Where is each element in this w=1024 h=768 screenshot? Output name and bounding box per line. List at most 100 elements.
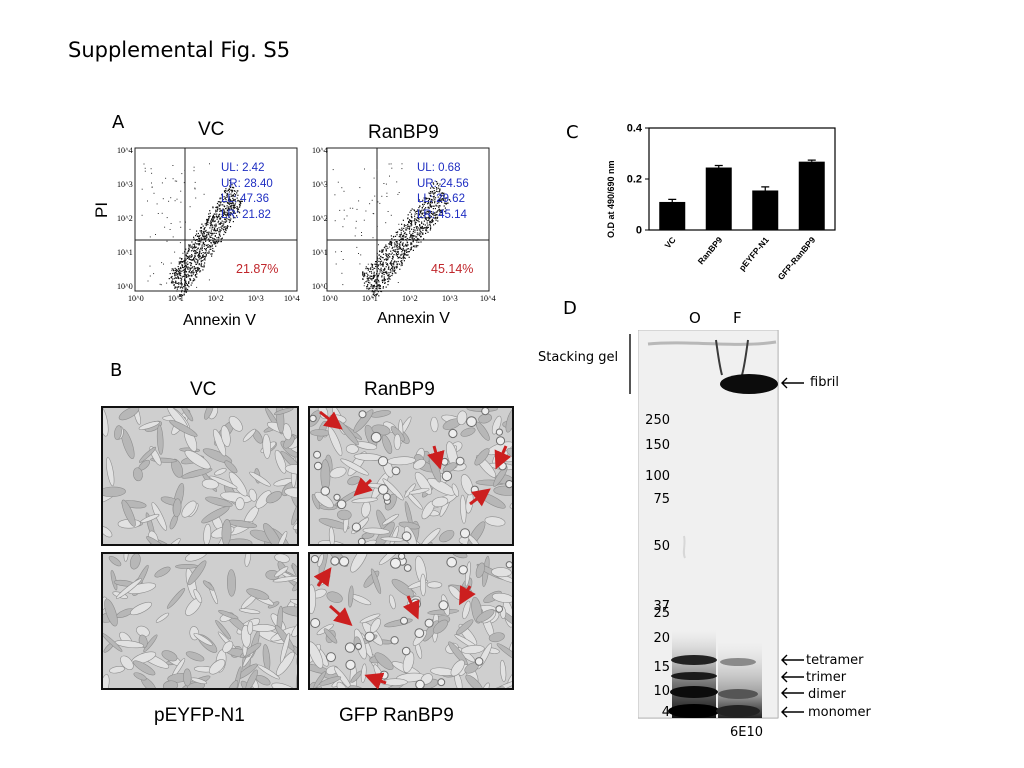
panel-d-letter: D <box>563 298 577 319</box>
y-tick-label: 0.4 <box>627 123 643 135</box>
quadrant-stats-ranbp9: UL: 0.68 UR: 24.56 LL: 29.62 LR: 45.14 <box>417 161 469 223</box>
trimer-band <box>671 672 717 680</box>
arrow-icon <box>469 488 491 507</box>
arrow-icon <box>329 604 353 626</box>
arrow-icon <box>353 477 373 497</box>
red-arrows-gfp-ranbp9 <box>313 567 476 690</box>
flow-plot-vc <box>134 147 298 300</box>
arrow-icon <box>402 595 420 620</box>
x-tick: 10^3 <box>442 294 458 303</box>
ll-value: LL: 47.36 <box>221 193 269 205</box>
x-tick: 10^0 <box>128 294 144 303</box>
mw-marker: 20 <box>653 631 670 646</box>
x-tick: 10^4 <box>284 294 300 303</box>
band-arrows <box>781 377 804 718</box>
ur-value: UR: 24.56 <box>417 177 469 190</box>
flow-plot-ranbp9 <box>326 147 490 299</box>
bar-chart: 0 0.2 0.4 VC RanBP9 pEYFP-N1 GFP-RanBP9 <box>627 123 836 282</box>
x-category-label: GFP-RanBP9 <box>776 235 818 282</box>
flow-y-axis-label: PI <box>92 201 111 218</box>
left-arrow-icon <box>781 671 804 683</box>
ul-value: UL: 0.68 <box>417 162 461 174</box>
mw-marker: 37 <box>653 599 670 614</box>
stacking-gel-label: Stacking gel <box>538 350 619 365</box>
error-bar <box>668 198 677 202</box>
y-tick: 10^0 <box>117 282 133 291</box>
x-axis-label-ranbp9: Annexin V <box>377 310 450 327</box>
micro-label-ranbp9: RanBP9 <box>364 379 435 400</box>
micrograph-vc <box>101 406 299 546</box>
lane-label-f: F <box>733 309 742 327</box>
scatter-dots <box>332 163 451 299</box>
arrow-icon <box>364 672 387 690</box>
x-tick: 10^3 <box>248 294 264 303</box>
monomer-band <box>668 704 720 718</box>
dimer-band <box>670 686 718 698</box>
quadrant-stats-vc: UL: 2.42 UR: 28.40 LL: 47.36 LR: 21.82 <box>221 161 273 223</box>
y-tick: 10^1 <box>117 248 133 257</box>
y-tick: 10^3 <box>312 180 328 189</box>
x-tick: 10^0 <box>322 294 338 303</box>
arrow-icon <box>459 585 476 606</box>
ur-value: UR: 28.40 <box>221 177 273 190</box>
x-tick: 10^1 <box>362 294 378 303</box>
left-arrow-icon <box>781 687 804 699</box>
y-tick: 10^0 <box>312 282 328 291</box>
red-arrows-ranbp9 <box>319 410 512 507</box>
lane-label-o: O <box>689 309 701 327</box>
mw-marker: 75 <box>653 492 670 507</box>
y-tick: 10^2 <box>117 214 133 223</box>
x-category-label: pEYFP-N1 <box>737 235 771 273</box>
bar <box>659 201 686 230</box>
bar <box>798 161 825 230</box>
lr-value: LR: 21.82 <box>221 208 271 221</box>
ll-value: LL: 29.62 <box>417 193 465 205</box>
flow-plot-title-vc: VC <box>198 119 225 140</box>
stacking-gel-bracket <box>629 334 631 394</box>
left-arrow-icon <box>781 654 804 666</box>
band-label-monomer: monomer <box>808 705 871 720</box>
x-tick: 10^2 <box>402 294 418 303</box>
band-label-trimer: trimer <box>806 670 847 685</box>
flow-plot-title-ranbp9: RanBP9 <box>368 122 439 143</box>
y-tick: 10^4 <box>117 146 133 155</box>
panel-c-letter: C <box>566 122 579 143</box>
bar <box>752 190 779 230</box>
figure-title: Supplemental Fig. S5 <box>68 38 291 62</box>
arrow-icon <box>313 567 332 587</box>
micrograph-ranbp9 <box>308 406 514 546</box>
micrograph-peyfp <box>101 552 299 690</box>
mw-marker: 4 <box>661 705 670 720</box>
apoptosis-percent-vc: 21.87% <box>236 262 279 276</box>
apoptosis-percent-ranbp9: 45.14% <box>431 262 474 276</box>
band-label-dimer: dimer <box>808 687 846 702</box>
arrow-icon <box>494 445 512 470</box>
x-category-label: RanBP9 <box>696 235 725 267</box>
mw-marker: 15 <box>653 660 670 675</box>
ul-value: UL: 2.42 <box>221 162 265 174</box>
antibody-label: 6E10 <box>730 725 764 740</box>
y-tick: 10^3 <box>117 180 133 189</box>
x-axis-label-vc: Annexin V <box>183 312 256 329</box>
western-blot <box>638 330 779 719</box>
mw-marker: 10 <box>653 684 670 699</box>
mw-marker: 25 <box>653 606 670 621</box>
arrow-icon <box>319 410 343 430</box>
x-tick: 10^1 <box>168 294 184 303</box>
band-label-tetramer: tetramer <box>806 653 864 668</box>
panel-b-letter: B <box>110 360 123 381</box>
bar <box>705 167 732 230</box>
left-arrow-icon <box>781 377 804 389</box>
fibril-band <box>720 374 778 394</box>
lr-value: LR: 45.14 <box>417 208 467 221</box>
mw-marker: 250 <box>645 413 670 428</box>
x-category-label: VC <box>663 235 678 250</box>
micro-label-vc: VC <box>190 379 217 400</box>
y-tick: 10^2 <box>312 214 328 223</box>
mw-marker: 50 <box>653 539 670 554</box>
micro-label-gfp-ranbp9: GFP RanBP9 <box>339 705 454 726</box>
panel-a-letter: A <box>112 112 125 133</box>
x-tick: 10^4 <box>480 294 496 303</box>
mw-marker: 150 <box>645 438 670 453</box>
band-label-fibril: fibril <box>810 375 840 390</box>
